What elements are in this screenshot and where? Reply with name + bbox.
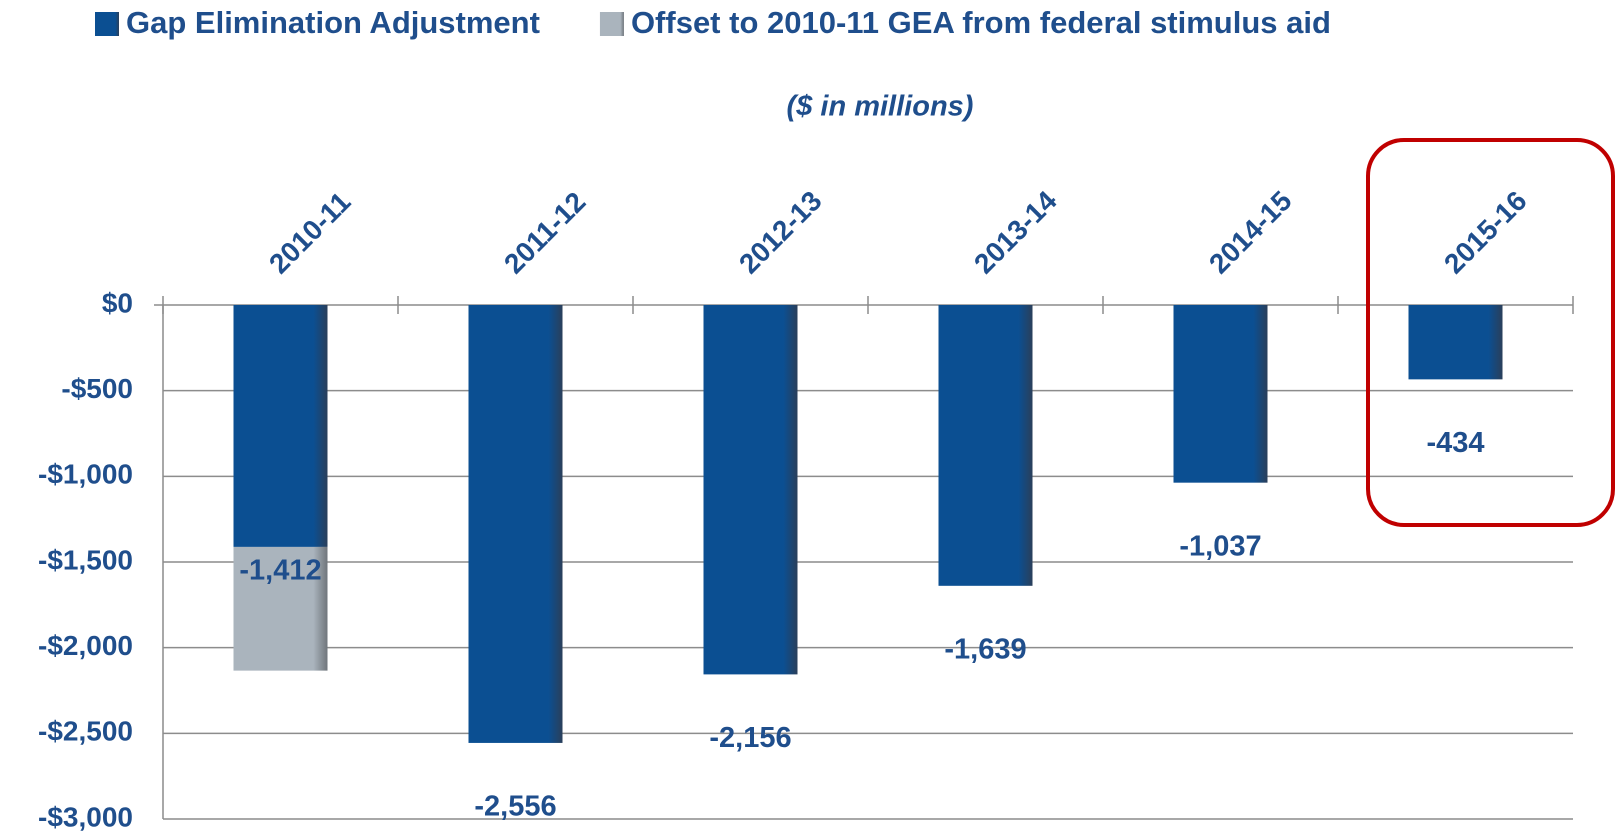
x-tick-label: 2012-13 [733,185,828,280]
x-tick-label: 2013-14 [968,185,1063,280]
legend-label: Gap Elimination Adjustment [126,5,540,40]
bar [233,305,328,547]
data-label: -1,037 [1179,530,1261,562]
y-tick-label: -$1,500 [38,544,133,575]
bar [938,305,1033,586]
legend-swatch [95,12,119,36]
data-label: -2,556 [474,791,556,823]
legend-swatch [599,12,624,36]
y-tick-label: -$2,500 [38,716,133,747]
data-label: -1,412 [239,555,321,587]
data-label: -2,156 [709,722,791,754]
highlight-box [1366,138,1615,527]
bar [233,546,328,671]
x-tick-label: 2011-12 [498,186,591,279]
x-tick-label: 2014-15 [1203,185,1298,280]
data-label: -1,639 [944,633,1026,665]
y-tick-label: -$1,000 [38,459,133,490]
x-tick-label: 2010-11 [263,186,356,279]
y-tick-label: -$2,000 [38,630,133,661]
bar [1173,305,1268,483]
y-tick-label: $0 [102,287,133,318]
chart-subtitle: ($ in millions) [787,91,974,123]
y-tick-label: -$3,000 [38,801,133,832]
bar [468,305,563,743]
x-tick-label: 2015-16 [1438,185,1533,280]
legend-label: Offset to 2010-11 GEA from federal stimu… [631,5,1331,40]
data-label: -434 [1426,427,1484,459]
y-tick-label: -$500 [61,373,133,404]
bar [1408,305,1503,380]
bar [703,305,798,675]
